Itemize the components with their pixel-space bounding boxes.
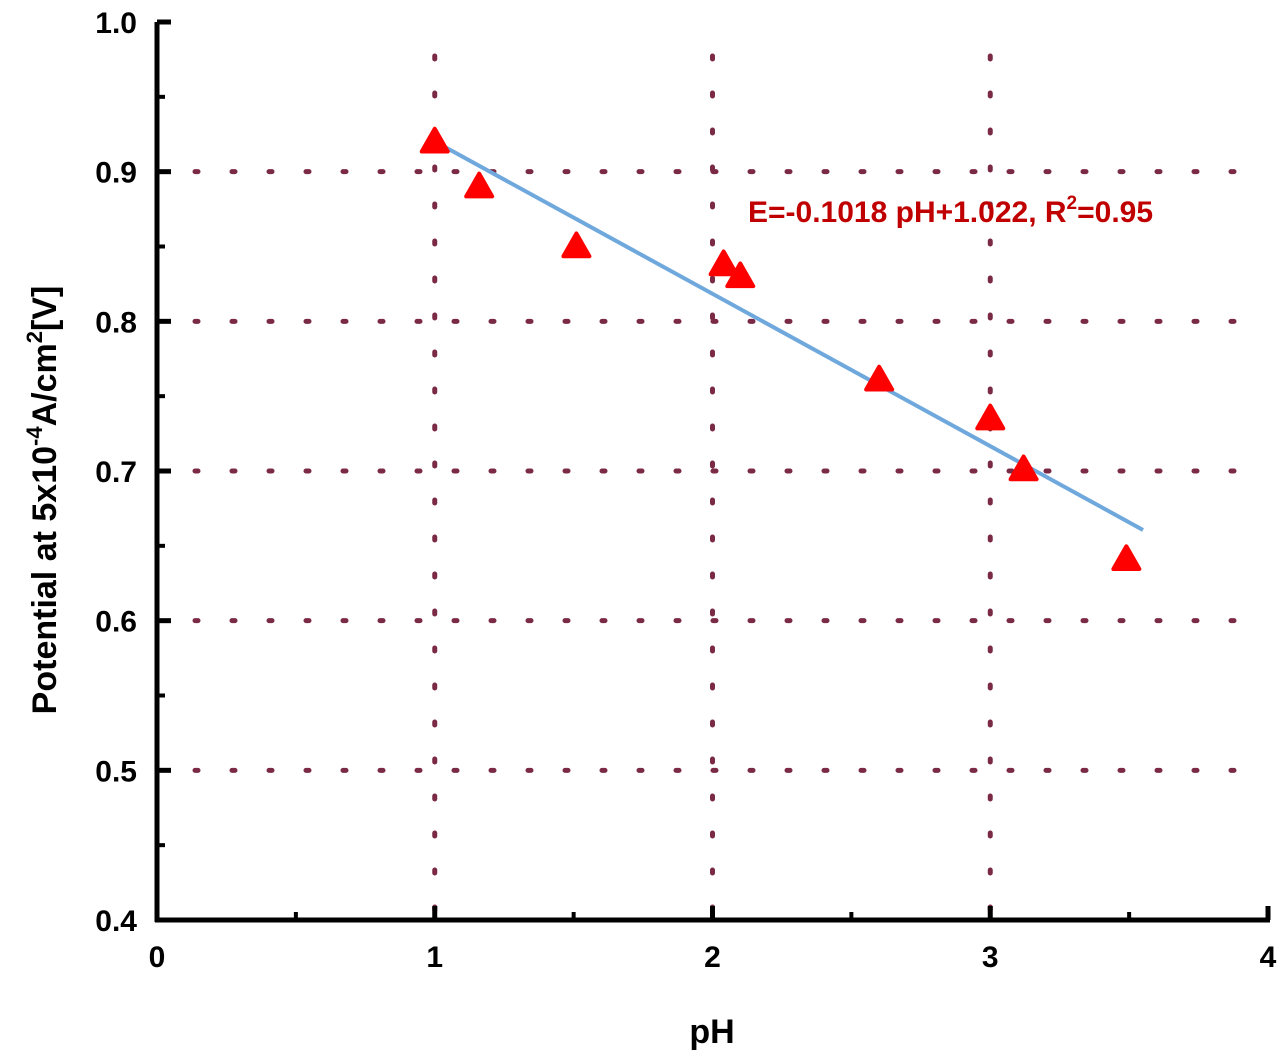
data-points bbox=[419, 126, 1142, 572]
x-tick-label: 2 bbox=[704, 941, 721, 974]
x-tick-label: 4 bbox=[1260, 941, 1277, 974]
x-tick-label: 0 bbox=[149, 941, 166, 974]
y-tick-label: 0.9 bbox=[95, 157, 137, 190]
y-tick-label: 0.5 bbox=[95, 755, 137, 788]
tick-labels: 0 1 2 3 4 0.4 0.5 0.6 0.7 0.8 0.9 1.0 bbox=[95, 7, 1276, 974]
y-axis-label: Potential at 5x10-4A/cm2[V] bbox=[22, 286, 64, 715]
data-point bbox=[975, 403, 1006, 431]
axes bbox=[154, 19, 1271, 923]
x-tick-label: 1 bbox=[426, 941, 443, 974]
data-point bbox=[725, 261, 756, 289]
y-tick-label: 0.6 bbox=[95, 606, 137, 639]
grid bbox=[192, 19, 1271, 913]
y-tick-label: 1.0 bbox=[95, 7, 137, 40]
data-point bbox=[419, 126, 450, 154]
x-tick-label: 3 bbox=[982, 941, 999, 974]
fit-equation: E=-0.1018 pH+1.022, R2=0.95 bbox=[748, 193, 1153, 229]
data-point bbox=[464, 171, 495, 199]
y-tick-label: 0.8 bbox=[95, 306, 137, 339]
x-axis-label: pH bbox=[689, 1013, 734, 1051]
data-point bbox=[1008, 454, 1039, 482]
data-point bbox=[561, 231, 592, 259]
data-point bbox=[1111, 544, 1142, 572]
y-tick-label: 0.4 bbox=[95, 905, 137, 938]
data-point bbox=[708, 249, 739, 277]
y-tick-label: 0.7 bbox=[95, 456, 137, 489]
data-point bbox=[864, 364, 895, 392]
